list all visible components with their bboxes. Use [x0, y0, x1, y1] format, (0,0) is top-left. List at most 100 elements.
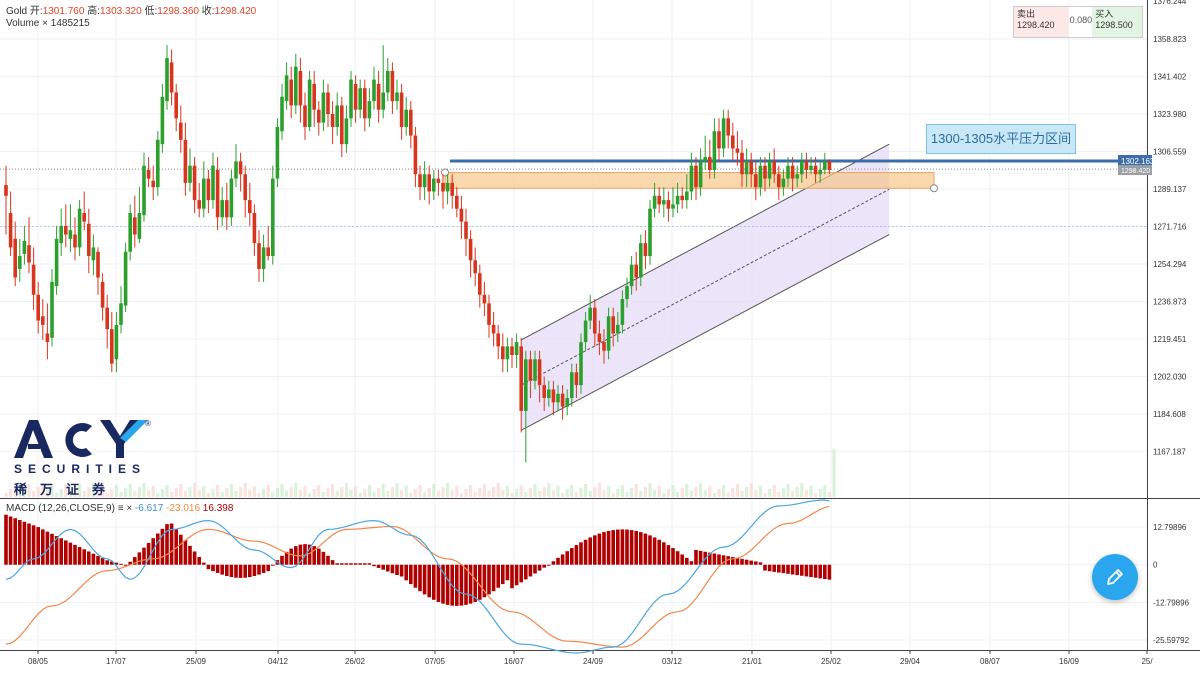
candle-body [128, 213, 132, 252]
volume-bar [528, 488, 532, 497]
time-tick-label: 24/09 [583, 657, 604, 666]
time-tick-label: 25/09 [186, 657, 207, 666]
macd-hist-bar [73, 544, 77, 565]
draw-tool-button[interactable] [1092, 554, 1138, 600]
volume-bar [823, 485, 827, 497]
volume-bar [413, 489, 417, 497]
candle-body [261, 247, 266, 269]
volume-bar [722, 485, 726, 497]
candle-body [786, 165, 790, 179]
macd-hist-bar [133, 557, 137, 565]
time-tick-label: 29/04 [900, 657, 921, 666]
volume-header: Volume × 1485215 [6, 18, 90, 29]
volume-bar [450, 490, 454, 497]
volume-close-icon[interactable]: × [42, 18, 48, 29]
macd-hist-bar [524, 564, 528, 580]
candle-body [188, 165, 192, 183]
macd-hist-bar [491, 564, 496, 592]
candle-body [211, 165, 215, 201]
candle-body [54, 238, 59, 287]
macd-hist-bar [215, 564, 220, 573]
candle-body [142, 165, 146, 216]
candle-body [27, 245, 31, 263]
volume-bar [386, 491, 390, 497]
volume-bar [538, 491, 542, 497]
candle-body [629, 264, 634, 287]
volume-bar [317, 485, 321, 497]
candle-body [192, 165, 197, 201]
macd-hist-bar [708, 552, 712, 565]
macd-settings-icon[interactable]: ≡ × [117, 503, 133, 514]
candle-body [524, 359, 528, 411]
candle-body [8, 213, 13, 248]
macd-hist-bar [8, 516, 13, 565]
macd-hist-bar [192, 551, 197, 565]
macd-hist-bar [27, 523, 31, 565]
current-price-label: 1302.163 [1121, 157, 1155, 166]
macd-hist-bar [671, 548, 675, 565]
macd-hist-bar [565, 551, 569, 565]
macd-hist-bar [478, 564, 482, 600]
candle-body [183, 139, 188, 183]
candle-body [740, 152, 744, 175]
volume-bar [133, 491, 137, 497]
open-value: 1301.760 [42, 6, 85, 17]
volume-bar [446, 483, 450, 497]
macd-hist-bar [606, 530, 611, 565]
volume-bar [685, 484, 689, 497]
volume-bar [492, 487, 496, 497]
candle-body [675, 195, 680, 205]
macd-hist-bar [36, 527, 40, 565]
volume-bar [662, 493, 666, 497]
volume-bar [400, 490, 404, 497]
volume-bar [643, 487, 647, 497]
candle-body [234, 161, 238, 179]
symbol-name: Gold [6, 6, 28, 17]
sell-button[interactable]: 卖出 1298.420 [1014, 7, 1070, 37]
volume-bar [657, 486, 661, 497]
macd-hist-bar [662, 542, 666, 565]
volume-bar [193, 483, 197, 497]
macd-hist-bar [123, 564, 128, 566]
candle-body [206, 178, 211, 201]
macd-hist-bar [772, 564, 776, 572]
volume-bar [363, 489, 367, 497]
volume-bar [257, 493, 261, 497]
candle-body [694, 165, 698, 188]
macd-hist-bar [721, 555, 726, 565]
macd-hist-bar [335, 563, 339, 565]
macd-hist-bar [18, 520, 22, 565]
candle-body [202, 178, 206, 209]
candle-body [491, 324, 496, 334]
macd-hist-bar [229, 564, 234, 578]
candle-body [413, 135, 418, 175]
volume-bar [377, 488, 381, 497]
candle-body [804, 161, 809, 170]
candle-body [36, 294, 40, 321]
volume-bar [114, 485, 118, 497]
volume-bar [551, 490, 555, 497]
macd-hist-bar [220, 564, 224, 575]
buy-button[interactable]: 买入 1298.500 [1092, 7, 1142, 37]
volume-bar [367, 485, 371, 497]
candle-body [505, 346, 510, 360]
macd-hist-bar [427, 564, 431, 598]
macd-hist-bar [680, 554, 684, 565]
macd-hist-bar [823, 564, 827, 579]
volume-bar [41, 483, 45, 497]
candle-body [712, 131, 717, 170]
candle-body [533, 359, 537, 381]
candle-body [468, 238, 473, 261]
macd-hist-bar [754, 561, 758, 565]
candle-body [588, 307, 592, 321]
macd-tick-label: 12.79896 [1153, 523, 1187, 532]
macd-hist-bar [726, 556, 730, 565]
volume-bar [634, 484, 638, 497]
candle-body [4, 185, 8, 196]
volume-bar [611, 493, 615, 497]
volume-bar [423, 492, 427, 497]
candle-body [395, 92, 399, 102]
volume-bar [137, 487, 141, 497]
volume-bar [55, 493, 59, 497]
